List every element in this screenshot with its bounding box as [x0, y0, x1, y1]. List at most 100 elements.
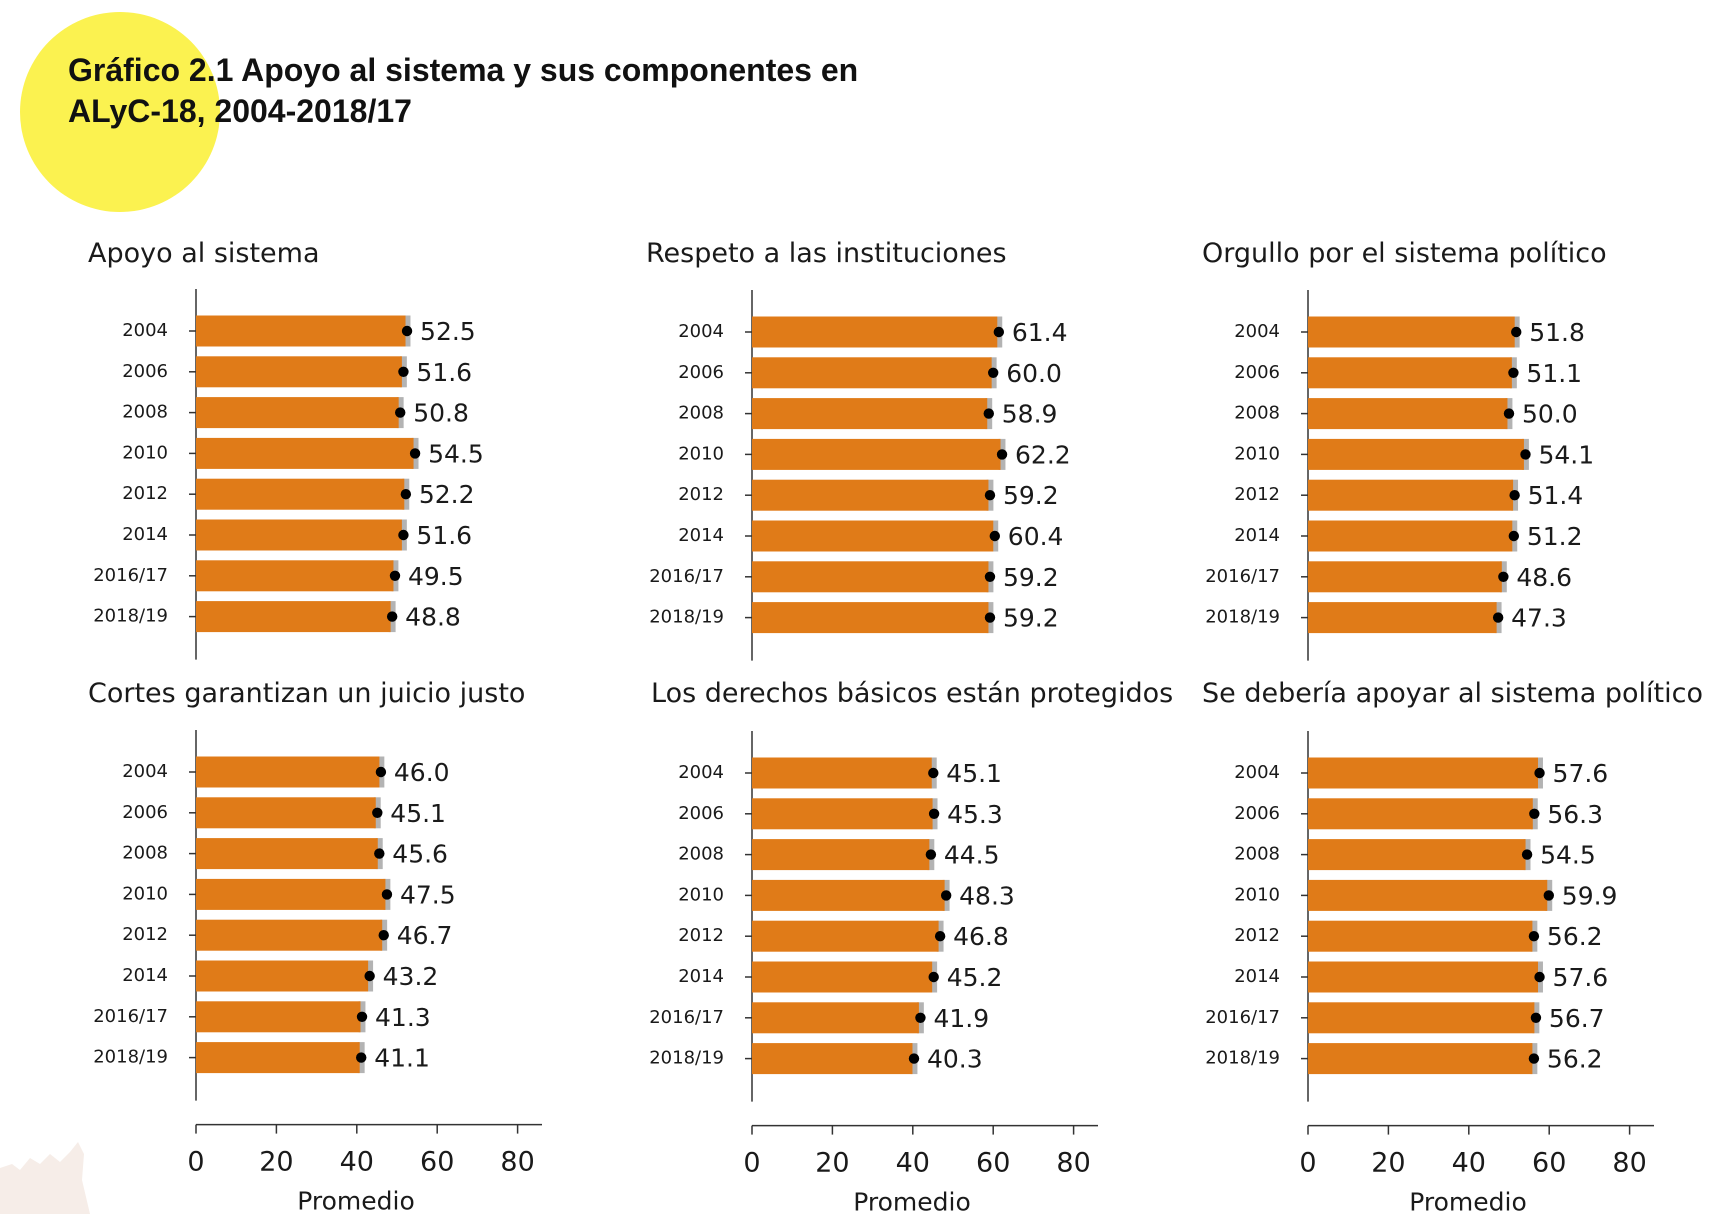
data-point	[1529, 808, 1540, 819]
x-tick-label: 0	[743, 1148, 760, 1179]
data-bar	[752, 839, 930, 871]
data-point	[984, 612, 996, 623]
data-point	[372, 807, 383, 818]
data-bar	[752, 520, 994, 552]
x-axis-label: Promedio	[297, 1187, 415, 1214]
value-label: 59.2	[1003, 563, 1059, 592]
data-bar	[752, 757, 932, 789]
x-tick-label: 80	[1056, 1148, 1090, 1179]
data-bar	[196, 356, 402, 388]
value-label: 59.9	[1562, 881, 1618, 910]
data-point	[375, 766, 387, 778]
value-label: 51.6	[416, 358, 472, 387]
x-axis-label: Promedio	[853, 1188, 971, 1214]
value-label: 51.1	[1526, 359, 1582, 388]
panel-title: Apoyo al sistema	[88, 238, 320, 269]
data-point	[984, 571, 996, 582]
data-bar	[196, 797, 376, 829]
data-point	[1543, 890, 1554, 901]
data-point	[381, 889, 393, 900]
data-point	[356, 1011, 368, 1022]
data-bar	[752, 920, 939, 952]
data-bar	[752, 561, 989, 593]
x-tick-label: 80	[500, 1147, 534, 1178]
category-label: 2008	[122, 402, 168, 423]
data-bar	[1308, 798, 1533, 830]
data-bar	[1308, 1043, 1533, 1075]
category-label: 2012	[1234, 484, 1280, 505]
category-label: 2014	[1234, 966, 1280, 987]
value-label: 56.2	[1547, 1045, 1603, 1074]
data-bar	[1308, 398, 1508, 430]
value-label: 46.8	[953, 922, 1009, 951]
category-label: 2004	[122, 320, 168, 341]
x-tick-label: 60	[976, 1148, 1010, 1179]
value-label: 46.0	[394, 758, 450, 787]
value-label: 50.8	[413, 399, 469, 428]
category-label: 2008	[122, 843, 168, 864]
category-label: 2008	[678, 844, 724, 865]
x-axis-label: Promedio	[1409, 1188, 1527, 1214]
panel-title: Cortes garantizan un juicio justo	[88, 678, 525, 709]
value-label: 51.2	[1527, 522, 1583, 551]
category-label: 2014	[122, 965, 168, 986]
data-point	[1528, 931, 1540, 942]
page-title-line-2: ALyC-18, 2004-2018/17	[68, 93, 412, 129]
page-title-line-1: Gráfico 2.1 Apoyo al sistema y sus compo…	[68, 52, 859, 88]
data-bar	[1308, 316, 1515, 348]
data-bar	[752, 798, 933, 830]
data-point	[1520, 449, 1531, 460]
data-bar	[1308, 961, 1539, 993]
value-label: 57.6	[1553, 963, 1609, 992]
category-label: 2016/17	[93, 565, 168, 586]
data-point	[983, 408, 994, 419]
data-point	[364, 970, 375, 982]
x-tick-label: 0	[187, 1147, 204, 1178]
data-bar	[1308, 520, 1513, 552]
data-bar	[752, 879, 945, 911]
data-point	[928, 767, 939, 779]
category-label: 2018/19	[649, 1048, 724, 1069]
value-label: 41.9	[933, 1004, 989, 1033]
value-label: 56.2	[1547, 922, 1603, 951]
value-label: 48.8	[405, 603, 461, 632]
category-label: 2010	[122, 442, 168, 463]
x-tick-label: 40	[896, 1148, 930, 1179]
panel-title: Orgullo por el sistema político	[1202, 238, 1607, 269]
value-label: 48.6	[1516, 563, 1572, 592]
data-bar	[1308, 1002, 1535, 1034]
value-label: 51.6	[416, 521, 472, 550]
data-point	[915, 1012, 926, 1023]
data-point	[1503, 408, 1515, 419]
data-point	[409, 448, 421, 459]
data-bar	[752, 316, 998, 348]
data-bar	[1308, 757, 1539, 789]
data-point	[1498, 571, 1509, 582]
data-bar	[1308, 561, 1502, 593]
category-label: 2008	[1234, 844, 1280, 865]
data-point	[1511, 326, 1522, 338]
value-label: 60.4	[1008, 522, 1064, 551]
data-point	[386, 611, 398, 622]
data-point	[1534, 767, 1545, 779]
value-label: 45.3	[947, 800, 1003, 829]
data-point	[389, 570, 401, 581]
category-label: 2006	[122, 361, 168, 382]
category-label: 2004	[1234, 762, 1280, 783]
value-label: 47.5	[400, 880, 456, 909]
value-label: 61.4	[1012, 318, 1068, 347]
data-bar	[196, 437, 414, 469]
data-bar	[196, 519, 402, 551]
category-label: 2018/19	[1205, 607, 1280, 628]
category-label: 2012	[678, 484, 724, 505]
data-bar	[1308, 920, 1533, 952]
value-label: 43.2	[383, 962, 439, 991]
category-label: 2018/19	[93, 1047, 168, 1068]
category-label: 2008	[678, 403, 724, 424]
data-bar	[752, 1043, 913, 1075]
data-point	[1492, 612, 1504, 623]
value-label: 52.2	[419, 480, 475, 509]
data-point	[356, 1052, 367, 1063]
category-label: 2010	[1234, 884, 1280, 905]
